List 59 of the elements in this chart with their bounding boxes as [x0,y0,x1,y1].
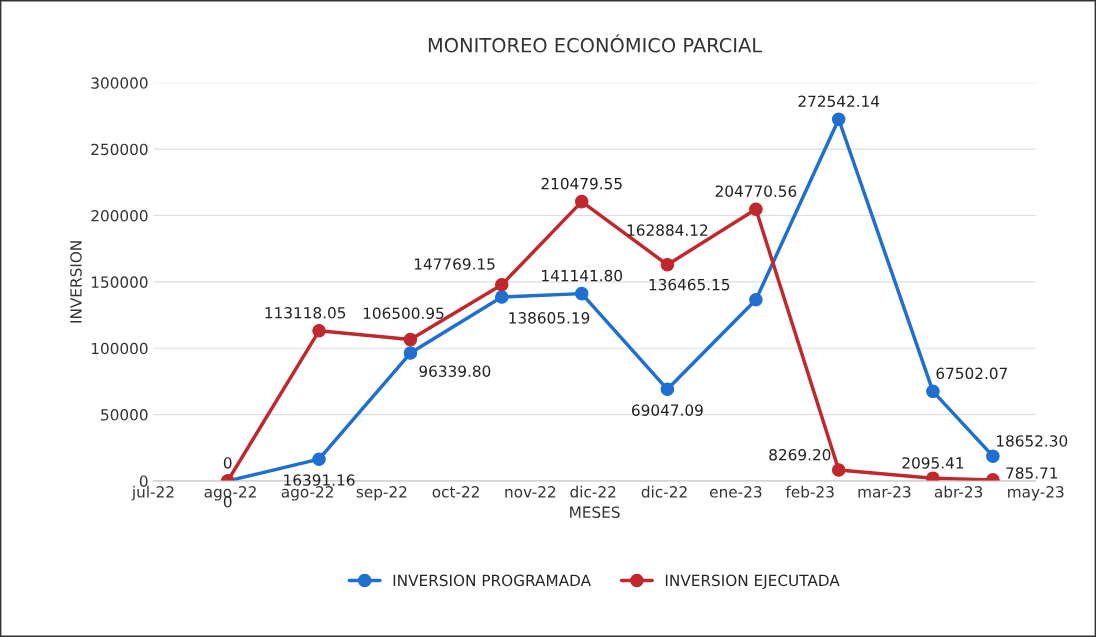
y-tick-label: 100000 [91,342,148,355]
point [749,202,763,216]
legend-label: INVERSION PROGRAMADA [393,574,591,587]
x-tick-label: ene-23 [710,486,762,498]
data-label: 69047.09 [632,404,703,416]
x-axis-title: MESES [570,506,620,518]
point [312,452,326,466]
y-axis-title: INVERSION [70,241,82,323]
point [660,258,675,272]
x-tick-label: mar-23 [858,486,911,498]
data-label: 272542.14 [798,95,880,108]
point [574,286,589,301]
data-label: 113118.05 [265,307,346,319]
y-tick-label: 300000 [91,77,148,89]
y-tick-label: 0 [139,475,148,487]
point [312,324,326,338]
data-label: 2095.41 [902,457,964,469]
point [926,384,940,399]
x-tick-label: jul-22 [131,485,174,501]
y-tick-label: 200000 [91,209,148,222]
point [403,346,418,360]
y-tick-label: 250000 [91,143,148,156]
x-tick-label: may-23 [1008,486,1064,501]
x-tick-label: dic-22 [641,485,687,498]
data-label: 8269.20 [769,448,831,461]
point [495,278,509,292]
point [495,290,509,304]
point [660,382,675,397]
data-label: 18652.30 [997,435,1068,447]
point [403,332,418,347]
point [831,463,846,477]
data-label: 147769.15 [414,258,495,270]
data-label: 0 [223,457,232,469]
data-label: 67502.07 [936,367,1007,380]
x-tick-label: oct-22 [432,486,479,498]
data-label: 204770.56 [715,185,797,197]
chart-title: MONITOREO ECONÓMICO PARCIAL [428,34,763,53]
point [574,194,589,209]
point [986,449,1000,463]
data-label: 785.71 [1006,467,1058,479]
legend-label: INVERSION EJECUTADA [665,574,840,589]
x-tick-label: feb-23 [785,485,834,498]
data-label: 136465.15 [649,278,730,291]
x-tick-label: nov-22 [505,486,556,498]
data-label: 141141.80 [542,269,623,282]
x-tick-label: dic-22 [570,485,616,498]
data-label: 106500.95 [363,307,444,320]
data-label: 16391.16 [284,474,355,486]
data-label: 96339.80 [419,365,491,377]
y-tick-label: 50000 [101,409,148,421]
data-label: 138605.19 [509,312,590,324]
point [831,112,846,127]
x-tick-label: ago-22 [281,486,333,501]
x-tick-label: sep-22 [356,486,407,501]
x-tick-label: abr-23 [934,485,983,498]
data-label: 162884.12 [627,224,708,236]
data-label: 210479.55 [541,177,622,190]
y-tick-label: 150000 [91,276,148,288]
point [749,293,763,307]
